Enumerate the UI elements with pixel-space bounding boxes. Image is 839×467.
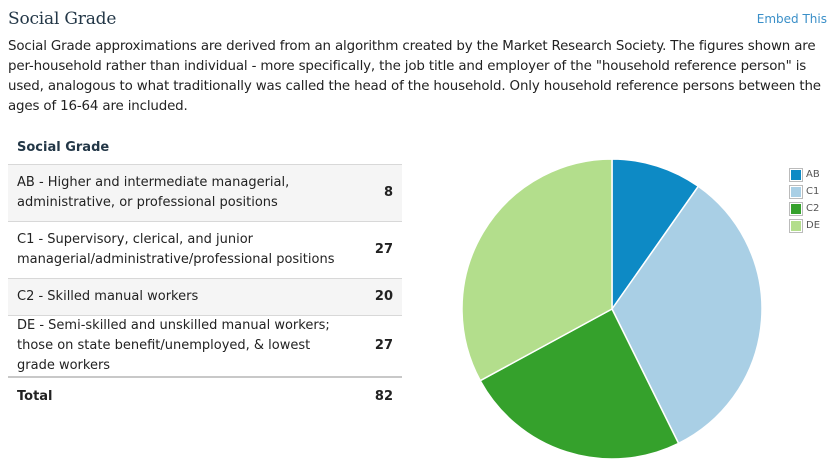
table-row: C1 - Supervisory, clerical, and junior m… — [8, 221, 402, 279]
pie-slice-ab[interactable] — [611, 158, 700, 312]
legend-label: AB — [806, 169, 820, 180]
embed-this-link[interactable]: Embed This — [756, 12, 827, 26]
table-row: AB - Higher and intermediate managerial,… — [8, 164, 402, 222]
legend-swatch — [789, 167, 803, 182]
legend-item-ab[interactable]: AB — [789, 166, 820, 183]
legend-label: DE — [806, 220, 821, 231]
legend-label: C1 — [806, 186, 820, 197]
legend-swatch — [789, 218, 803, 233]
row-value: 20 — [344, 278, 402, 316]
row-label: DE - Semi-skilled and unskilled manual w… — [8, 315, 344, 378]
row-value: 27 — [344, 315, 402, 378]
pie-slice-c2[interactable] — [479, 307, 680, 460]
legend-swatch — [789, 201, 803, 216]
legend-item-de[interactable]: DE — [789, 217, 821, 234]
row-value: 8 — [344, 164, 402, 222]
row-label: C1 - Supervisory, clerical, and junior m… — [8, 221, 344, 279]
table-header-row: Social Grade — [8, 134, 402, 165]
social-grade-table: Social Grade AB - Higher and intermediat… — [8, 134, 402, 416]
row-label: C2 - Skilled manual workers — [8, 278, 344, 316]
legend-label: C2 — [806, 203, 820, 214]
pie-slice-de[interactable] — [461, 158, 613, 382]
legend-item-c1[interactable]: C1 — [789, 183, 820, 200]
social-grade-pie-chart — [461, 158, 763, 460]
total-row: Total 82 — [8, 376, 402, 416]
description-text: Social Grade approximations are derived … — [8, 39, 821, 114]
row-value: 27 — [344, 221, 402, 279]
row-label: AB - Higher and intermediate managerial,… — [8, 164, 344, 222]
page-title: Social Grade — [8, 9, 117, 29]
chart-legend: AB C1 C2 DE — [789, 166, 821, 234]
total-label: Total — [8, 376, 344, 416]
table-row: DE - Semi-skilled and unskilled manual w… — [8, 315, 402, 378]
pie-slice-c1[interactable] — [611, 185, 763, 445]
legend-swatch — [789, 184, 803, 199]
legend-item-c2[interactable]: C2 — [789, 200, 820, 217]
total-value: 82 — [344, 376, 402, 416]
table-row: C2 - Skilled manual workers 20 — [8, 278, 402, 316]
table-header: Social Grade — [8, 134, 402, 165]
